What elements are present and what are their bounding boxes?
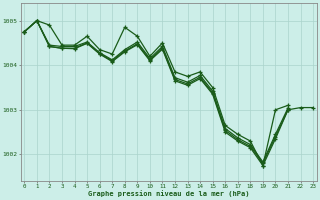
X-axis label: Graphe pression niveau de la mer (hPa): Graphe pression niveau de la mer (hPa) — [88, 190, 250, 197]
